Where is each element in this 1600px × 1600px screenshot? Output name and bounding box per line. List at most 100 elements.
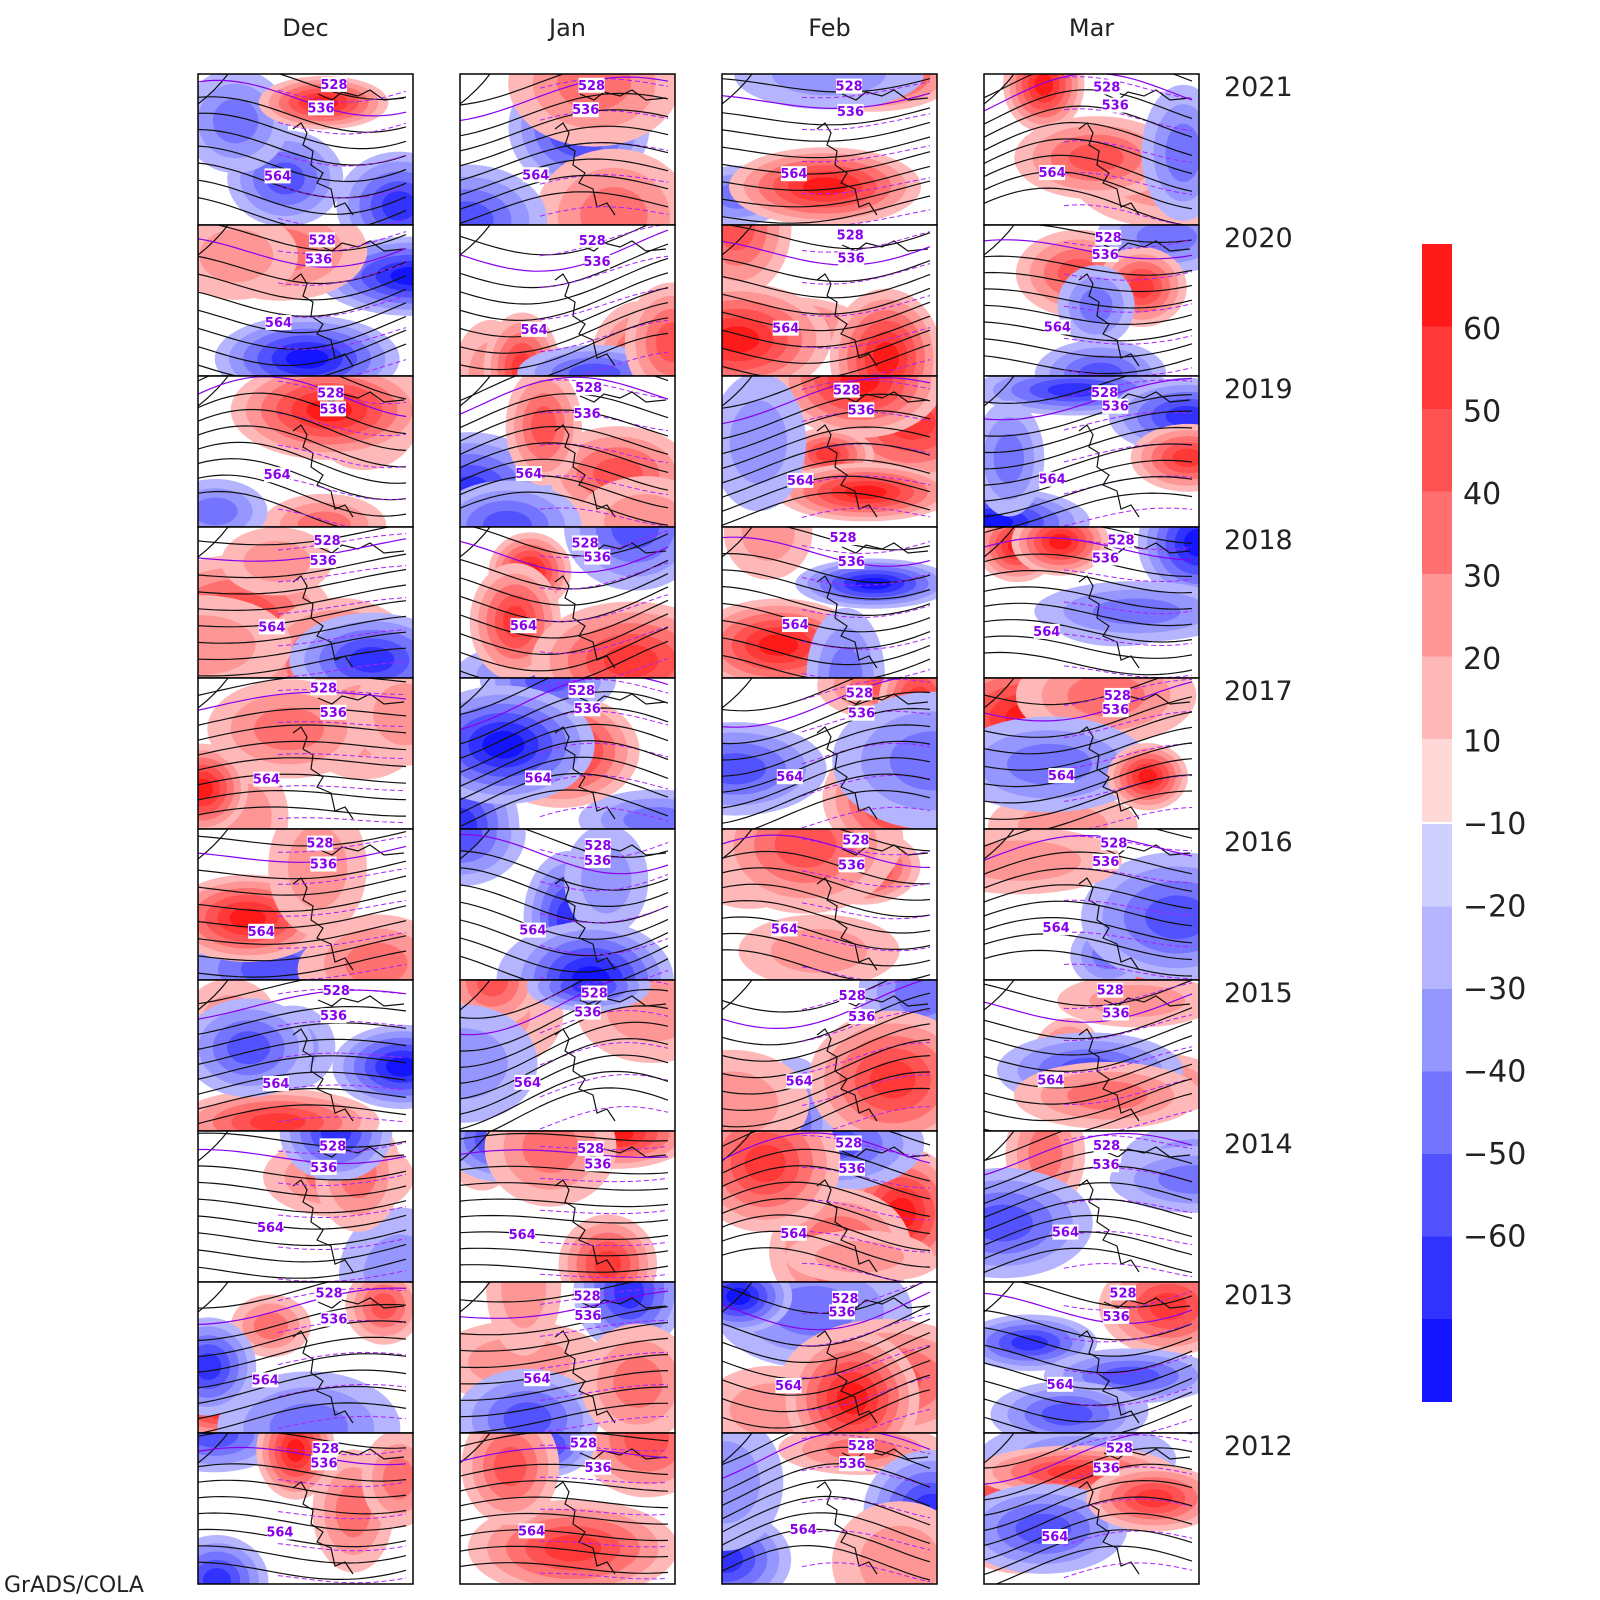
- contour-label-564: 564: [1047, 1376, 1074, 1393]
- anomaly-shading: [1028, 1131, 1063, 1180]
- height-contour: [722, 883, 931, 918]
- svg-text:536: 536: [837, 105, 864, 120]
- thickness-contour: [539, 1209, 669, 1215]
- thickness-contour: [1063, 1354, 1193, 1375]
- height-contour: [460, 317, 669, 371]
- thickness-contour: [539, 475, 669, 496]
- contour-label-528: 528: [1093, 79, 1120, 95]
- svg-text:528: 528: [579, 234, 606, 249]
- coastline: [292, 693, 405, 820]
- thickness-contour: [802, 209, 931, 225]
- height-contour: [722, 343, 931, 376]
- svg-text:536: 536: [310, 1161, 337, 1176]
- coastline: [816, 1297, 929, 1424]
- anomaly-shading: [859, 1525, 937, 1584]
- thickness-contour: [540, 1444, 669, 1452]
- height-contour: [198, 376, 407, 418]
- height-contour: [722, 1345, 931, 1396]
- height-contour: [198, 615, 407, 644]
- height-contour: [460, 789, 669, 828]
- anomaly-shading: [741, 527, 795, 561]
- height-contour: [984, 681, 1193, 722]
- svg-text:528: 528: [833, 384, 860, 399]
- contour-label-528: 528: [835, 1135, 862, 1151]
- height-contour: [198, 112, 407, 150]
- coastline: [460, 829, 491, 860]
- thickness-contour: [277, 444, 407, 469]
- thickness-contour: [539, 710, 669, 726]
- coastline: [984, 225, 1015, 256]
- colorbar-swatch-negative: [1422, 1154, 1452, 1237]
- thickness-contour: [801, 263, 931, 285]
- height-contour: [198, 920, 407, 945]
- height-contour: [722, 1023, 931, 1079]
- svg-text:528: 528: [568, 684, 595, 699]
- thickness-contour: [801, 507, 931, 518]
- thickness-contour: [277, 1238, 407, 1250]
- coastline: [460, 74, 491, 105]
- height-contour: [198, 1463, 407, 1482]
- height-contour: [460, 425, 669, 456]
- year-label-2016: 2016: [1224, 827, 1293, 858]
- height-contour: [984, 1529, 1193, 1576]
- height-contour: [198, 1022, 407, 1050]
- height-contour: [984, 711, 1193, 755]
- height-contour: [825, 1389, 931, 1433]
- height-contour: [460, 302, 669, 354]
- height-contour: [198, 905, 407, 929]
- colorbar-swatch-negative: [1422, 906, 1452, 990]
- height-contour: [722, 475, 931, 512]
- svg-text:528: 528: [320, 78, 347, 93]
- height-contour: [984, 1214, 1193, 1246]
- contour-label-564: 564: [264, 467, 291, 483]
- thickness-contour: [1063, 507, 1193, 527]
- anomaly-shading: [855, 577, 893, 590]
- svg-text:528: 528: [312, 1442, 339, 1457]
- height-contour: [198, 1282, 331, 1309]
- contour-label-536: 536: [839, 1456, 866, 1472]
- thickness-contour: [277, 263, 407, 286]
- contour-label-564: 564: [264, 168, 291, 184]
- colorbar-tick-label: −40: [1463, 1055, 1526, 1090]
- coastline: [460, 225, 491, 256]
- svg-text:536: 536: [839, 1457, 866, 1472]
- anomaly-shading: [802, 177, 848, 196]
- thickness-contour: [277, 508, 353, 527]
- thickness-contour: [801, 980, 913, 1010]
- coastline: [554, 391, 667, 518]
- map-panel-feb-2014: 528 536 564: [721, 1130, 938, 1283]
- height-contour: [460, 191, 669, 224]
- map-panel-mar-2015: 528 536 564: [983, 979, 1200, 1132]
- height-contour: [722, 329, 931, 364]
- height-contour: [460, 1214, 669, 1224]
- thickness-contour: [539, 626, 669, 654]
- svg-text:528: 528: [317, 387, 344, 402]
- height-contour: [460, 257, 669, 305]
- contour-label-528: 528: [1097, 982, 1124, 999]
- height-contour: [984, 443, 1193, 486]
- height-contour: [460, 174, 669, 210]
- contour-label-536: 536: [838, 553, 865, 570]
- height-contour: [198, 568, 407, 595]
- coastline: [984, 980, 1015, 1011]
- contour-label-536: 536: [310, 1159, 337, 1176]
- contour-label-536: 536: [584, 1156, 611, 1172]
- thickness-contour: [1063, 1290, 1193, 1311]
- height-contour: [722, 165, 931, 192]
- height-contour: [722, 867, 931, 901]
- height-contour: [722, 1132, 931, 1164]
- height-contour: [722, 1197, 931, 1235]
- height-contour: [198, 329, 407, 367]
- thickness-contour: [1063, 204, 1185, 225]
- height-contour: [460, 393, 669, 429]
- thickness-contour: [277, 1052, 407, 1059]
- height-contour: [460, 1386, 669, 1418]
- anomaly-shading: [344, 942, 408, 980]
- map-panel-jan-2020: 528 536 564: [459, 224, 676, 377]
- contour-label-564: 564: [266, 1524, 293, 1541]
- contour-label-564: 564: [772, 320, 799, 337]
- thickness-contour: [539, 1177, 669, 1183]
- svg-text:536: 536: [310, 1456, 337, 1471]
- contour-label-528: 528: [578, 77, 605, 94]
- anomaly-shading: [460, 201, 494, 225]
